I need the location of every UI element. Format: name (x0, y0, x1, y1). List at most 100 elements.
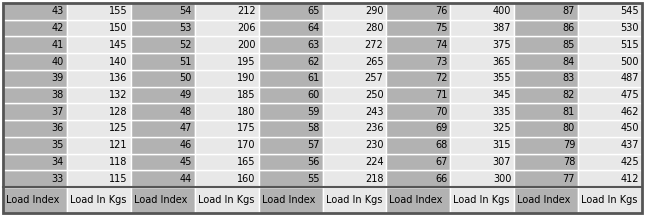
Bar (450, 187, 514, 213)
Bar (67, 87, 131, 103)
Text: 56: 56 (307, 157, 319, 167)
Bar (514, 137, 578, 154)
Bar (131, 187, 195, 213)
Text: 170: 170 (237, 140, 255, 150)
Bar (131, 170, 195, 187)
Bar (259, 154, 322, 170)
Text: 64: 64 (307, 23, 319, 33)
Text: 43: 43 (52, 6, 64, 16)
Bar (259, 187, 322, 213)
Text: 150: 150 (109, 23, 128, 33)
Bar (67, 3, 131, 20)
Text: 77: 77 (562, 174, 575, 184)
Bar (450, 53, 514, 70)
Bar (322, 103, 386, 120)
Text: Load Index: Load Index (6, 195, 59, 205)
Text: 437: 437 (620, 140, 639, 150)
Bar (578, 120, 642, 137)
Text: 33: 33 (52, 174, 64, 184)
Text: 475: 475 (620, 90, 639, 100)
Text: 40: 40 (52, 57, 64, 67)
Bar (131, 137, 195, 154)
Text: 80: 80 (563, 124, 575, 133)
Text: 140: 140 (110, 57, 128, 67)
Bar (514, 187, 578, 213)
Bar (195, 103, 259, 120)
Text: 290: 290 (365, 6, 383, 16)
Text: 315: 315 (493, 140, 511, 150)
Text: 515: 515 (620, 40, 639, 50)
Text: 307: 307 (493, 157, 511, 167)
Bar (514, 37, 578, 53)
Bar (195, 154, 259, 170)
Text: Load Index: Load Index (134, 195, 187, 205)
Bar (3, 103, 67, 120)
Bar (259, 20, 322, 37)
Text: 175: 175 (237, 124, 255, 133)
Bar (578, 154, 642, 170)
Bar (450, 120, 514, 137)
Bar (3, 154, 67, 170)
Bar (3, 3, 67, 20)
Bar (450, 154, 514, 170)
Bar (514, 70, 578, 87)
Text: 118: 118 (110, 157, 128, 167)
Text: 53: 53 (179, 23, 192, 33)
Text: Load In Kgs: Load In Kgs (70, 195, 126, 205)
Bar (3, 53, 67, 70)
Bar (450, 87, 514, 103)
Text: 545: 545 (620, 6, 639, 16)
Bar (386, 187, 450, 213)
Bar (67, 103, 131, 120)
Bar (3, 20, 67, 37)
Bar (578, 103, 642, 120)
Text: 425: 425 (620, 157, 639, 167)
Text: 243: 243 (365, 107, 383, 117)
Bar (67, 70, 131, 87)
Bar (259, 87, 322, 103)
Text: 155: 155 (109, 6, 128, 16)
Text: 79: 79 (562, 140, 575, 150)
Text: Load Index: Load Index (390, 195, 442, 205)
Bar (450, 170, 514, 187)
Text: 300: 300 (493, 174, 511, 184)
Text: 272: 272 (364, 40, 383, 50)
Bar (578, 70, 642, 87)
Text: Load Index: Load Index (517, 195, 571, 205)
Text: 38: 38 (52, 90, 64, 100)
Bar (131, 20, 195, 37)
Text: 355: 355 (493, 73, 511, 83)
Bar (259, 103, 322, 120)
Text: 59: 59 (307, 107, 319, 117)
Bar (322, 120, 386, 137)
Text: 500: 500 (620, 57, 639, 67)
Bar (67, 53, 131, 70)
Text: 45: 45 (179, 157, 192, 167)
Text: 50: 50 (179, 73, 192, 83)
Text: 387: 387 (493, 23, 511, 33)
Text: 160: 160 (237, 174, 255, 184)
Text: 72: 72 (435, 73, 447, 83)
Bar (450, 3, 514, 20)
Text: 58: 58 (307, 124, 319, 133)
Text: 52: 52 (179, 40, 192, 50)
Text: 42: 42 (52, 23, 64, 33)
Text: 86: 86 (563, 23, 575, 33)
Bar (259, 70, 322, 87)
Bar (578, 20, 642, 37)
Text: 46: 46 (179, 140, 192, 150)
Bar (259, 137, 322, 154)
Text: 265: 265 (365, 57, 383, 67)
Text: 212: 212 (237, 6, 255, 16)
Bar (131, 154, 195, 170)
Bar (386, 3, 450, 20)
Text: 74: 74 (435, 40, 447, 50)
Bar (578, 137, 642, 154)
Text: 84: 84 (563, 57, 575, 67)
Bar (67, 187, 131, 213)
Bar (67, 20, 131, 37)
Bar (259, 120, 322, 137)
Bar (322, 3, 386, 20)
Bar (450, 20, 514, 37)
Text: 69: 69 (435, 124, 447, 133)
